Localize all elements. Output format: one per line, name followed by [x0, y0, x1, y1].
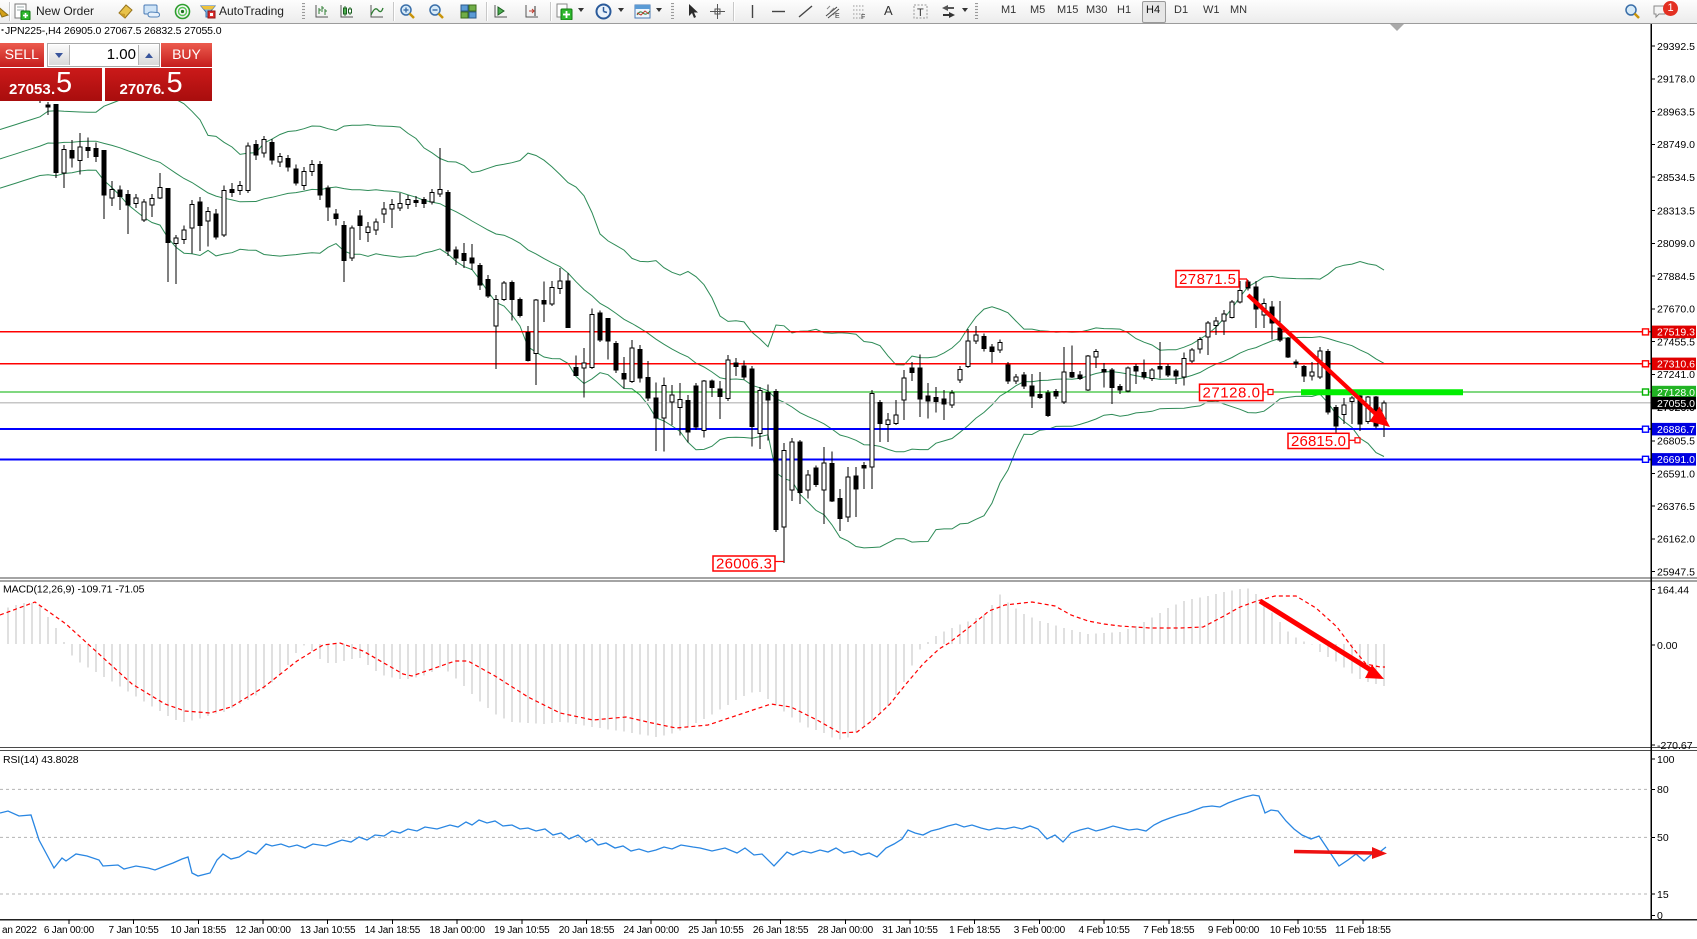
svg-text:-270.67: -270.67 [1657, 740, 1693, 752]
svg-text:15: 15 [1657, 889, 1669, 901]
svg-text:27884.5: 27884.5 [1657, 271, 1695, 283]
svg-text:3 Feb 00:00: 3 Feb 00:00 [1014, 925, 1066, 936]
svg-text:80: 80 [1657, 784, 1669, 796]
svg-text:12 Jan 00:00: 12 Jan 00:00 [235, 925, 291, 936]
svg-text:50: 50 [1657, 832, 1669, 844]
svg-text:1 Feb 18:55: 1 Feb 18:55 [949, 925, 1001, 936]
svg-text:26691.0: 26691.0 [1657, 454, 1695, 466]
svg-text:0: 0 [1657, 910, 1663, 922]
svg-text:E: E [835, 13, 840, 20]
svg-text:F: F [861, 14, 865, 20]
svg-text:19 Jan 10:55: 19 Jan 10:55 [494, 925, 550, 936]
svg-text:24 Jan 00:00: 24 Jan 00:00 [623, 925, 679, 936]
svg-text:26 Jan 18:55: 26 Jan 18:55 [753, 925, 809, 936]
svg-text:28313.5: 28313.5 [1657, 206, 1695, 218]
svg-text:31 Jan 10:55: 31 Jan 10:55 [882, 925, 938, 936]
svg-text:28534.5: 28534.5 [1657, 172, 1695, 184]
svg-text:29392.5: 29392.5 [1657, 41, 1695, 53]
svg-text:27670.0: 27670.0 [1657, 304, 1695, 316]
svg-text:28099.0: 28099.0 [1657, 238, 1695, 250]
svg-text:100: 100 [1657, 754, 1675, 766]
svg-text:an 2022: an 2022 [2, 925, 37, 936]
svg-text:6 Jan 00:00: 6 Jan 00:00 [44, 925, 95, 936]
svg-text:0.00: 0.00 [1657, 640, 1678, 652]
svg-text:25 Jan 10:55: 25 Jan 10:55 [688, 925, 744, 936]
svg-text:25947.5: 25947.5 [1657, 566, 1695, 578]
svg-text:26805.5: 26805.5 [1657, 436, 1695, 448]
svg-text:T: T [917, 7, 924, 19]
svg-text:26376.5: 26376.5 [1657, 501, 1695, 513]
svg-text:RSI(14) 43.8028: RSI(14) 43.8028 [3, 754, 79, 766]
svg-text:27310.6: 27310.6 [1657, 359, 1695, 371]
svg-text:26815.0: 26815.0 [1291, 433, 1346, 450]
svg-text:MACD(12,26,9) -109.71 -71.05: MACD(12,26,9) -109.71 -71.05 [3, 584, 145, 596]
svg-text:164.44: 164.44 [1657, 584, 1689, 596]
svg-text:27519.3: 27519.3 [1657, 327, 1695, 339]
svg-text:26006.3: 26006.3 [716, 556, 772, 573]
svg-text:18 Jan 00:00: 18 Jan 00:00 [429, 925, 485, 936]
svg-text:29178.0: 29178.0 [1657, 74, 1695, 86]
svg-text:27128.0: 27128.0 [1203, 384, 1261, 401]
svg-text:27128.0: 27128.0 [1657, 387, 1695, 399]
svg-text:9 Feb 00:00: 9 Feb 00:00 [1208, 925, 1260, 936]
svg-text:10 Jan 18:55: 10 Jan 18:55 [171, 925, 227, 936]
svg-text:28 Jan 00:00: 28 Jan 00:00 [818, 925, 874, 936]
svg-text:20 Jan 18:55: 20 Jan 18:55 [559, 925, 615, 936]
svg-text:JPN225-,H4 26905.0 27067.5 26: JPN225-,H4 26905.0 27067.5 26832.5 27055… [5, 25, 222, 37]
svg-text:27241.0: 27241.0 [1657, 369, 1695, 381]
svg-text:26162.0: 26162.0 [1657, 534, 1695, 546]
svg-text:10 Feb 10:55: 10 Feb 10:55 [1270, 925, 1327, 936]
svg-text:26886.7: 26886.7 [1657, 424, 1695, 436]
svg-text:7 Jan 10:55: 7 Jan 10:55 [109, 925, 160, 936]
svg-text:11 Feb 18:55: 11 Feb 18:55 [1335, 925, 1391, 936]
svg-text:28749.0: 28749.0 [1657, 139, 1695, 151]
svg-text:27455.5: 27455.5 [1657, 336, 1695, 348]
svg-text:14 Jan 18:55: 14 Jan 18:55 [365, 925, 421, 936]
svg-text:27055.0: 27055.0 [1657, 398, 1695, 410]
svg-text:28963.5: 28963.5 [1657, 106, 1695, 118]
svg-text:7 Feb 18:55: 7 Feb 18:55 [1143, 925, 1195, 936]
svg-text:4 Feb 10:55: 4 Feb 10:55 [1079, 925, 1131, 936]
svg-text:27871.5: 27871.5 [1179, 271, 1236, 288]
svg-text:26591.0: 26591.0 [1657, 468, 1695, 480]
svg-text:13 Jan 10:55: 13 Jan 10:55 [300, 925, 356, 936]
